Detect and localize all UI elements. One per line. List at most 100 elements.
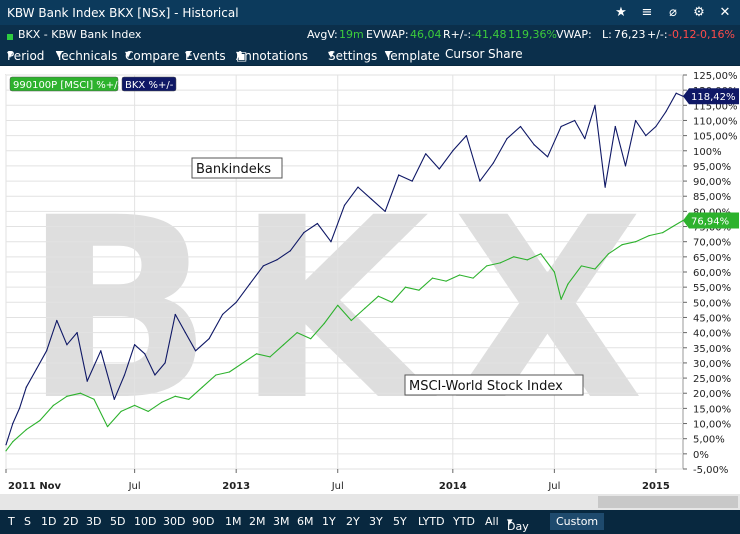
data-point (635, 119, 637, 122)
menu-share[interactable]: Share (488, 47, 523, 61)
period-button-5y[interactable]: 5Y (393, 515, 407, 528)
period-button-10d[interactable]: 10D (134, 515, 157, 528)
period-button-2y[interactable]: 2Y (346, 515, 360, 528)
data-point (262, 265, 264, 267)
data-point (567, 283, 569, 285)
menu-template[interactable]: Template ▾ (385, 47, 440, 63)
period-button-3y[interactable]: 3Y (369, 515, 383, 528)
menu-compare[interactable]: Compare ▾ (125, 47, 180, 63)
x-tick-label: Jul (331, 481, 344, 492)
unlink-icon[interactable]: ⌀ (669, 5, 677, 20)
chart-area[interactable]: BKX125,00%120,00%115,00%110,00%105,00%10… (0, 66, 740, 494)
period-button-2m[interactable]: 2M (249, 515, 266, 528)
close-icon[interactable]: ✕ (719, 5, 731, 20)
data-point (66, 344, 68, 346)
rpm-value: -41,48 (471, 28, 507, 41)
data-point (66, 395, 68, 397)
data-point (147, 410, 149, 413)
data-point (560, 298, 562, 300)
settings-icon[interactable]: ⚙ (693, 5, 705, 20)
star-icon[interactable]: ★ (615, 5, 627, 20)
menu-settings[interactable]: Settings ▾ (328, 47, 378, 63)
interval-dropdown[interactable]: Day ▾ (507, 515, 529, 533)
data-point (479, 180, 481, 182)
menu-cursor[interactable]: Cursor (445, 47, 485, 61)
data-point (106, 425, 109, 428)
period-button-2d[interactable]: 2D (63, 515, 79, 528)
y-tick-label: 55,00% (693, 283, 731, 294)
data-point (645, 135, 647, 137)
period-button-6m[interactable]: 6M (297, 515, 314, 528)
time-scrollbar[interactable] (0, 494, 740, 510)
period-button-90d[interactable]: 90D (192, 515, 215, 528)
data-point (438, 168, 440, 170)
period-button-5d[interactable]: 5D (110, 515, 126, 528)
annotation-box[interactable] (191, 157, 283, 179)
data-point (384, 210, 386, 212)
annotations-icon: ▣ (236, 49, 248, 63)
data-point (174, 395, 176, 397)
data-point (404, 286, 407, 288)
data-point (452, 150, 454, 152)
y-tick-label: 15,00% (693, 404, 731, 415)
y-tick-label: 105,00% (693, 132, 738, 143)
data-point (445, 280, 447, 282)
quote-bar: BKX - KBW Bank Index AvgV: 19m EVWAP: 46… (0, 25, 740, 45)
custom-button[interactable]: Custom (550, 513, 605, 530)
period-button-1y[interactable]: 1Y (322, 515, 336, 528)
period-button-3d[interactable]: 3D (86, 515, 102, 528)
data-point (303, 232, 305, 234)
data-point (154, 374, 156, 376)
period-button-30d[interactable]: 30D (163, 515, 186, 528)
menu-annotations[interactable]: ▣ Annotations ▾ (236, 47, 309, 63)
period-button-lytd[interactable]: LYTD (418, 515, 445, 528)
data-point (184, 332, 187, 334)
menu-period[interactable]: Period ▾ (7, 47, 45, 63)
y-tick-label: 10,00% (693, 420, 731, 431)
data-point (492, 162, 495, 164)
data-point (614, 125, 616, 128)
period-button-all[interactable]: All (485, 515, 499, 528)
last-value: 76,23 (614, 28, 646, 41)
legend-item-bkx[interactable] (121, 76, 177, 92)
data-point (584, 138, 586, 140)
period-button-t[interactable]: T (8, 515, 15, 528)
data-point (79, 392, 82, 394)
last-value-label: 76,94% (691, 216, 729, 227)
data-point (648, 235, 650, 237)
list-icon[interactable]: ≡ (641, 5, 653, 20)
y-tick-label: 45,00% (693, 313, 731, 324)
data-point (411, 180, 413, 182)
menu-technicals[interactable]: Technicals ▾ (56, 47, 118, 63)
period-button-ytd[interactable]: YTD (453, 515, 475, 528)
data-point (364, 307, 366, 309)
chart-svg[interactable]: BKX125,00%120,00%115,00%110,00%105,00%10… (0, 66, 740, 494)
scrollbar-thumb[interactable] (598, 496, 738, 508)
data-point (675, 92, 677, 94)
pm-value: -0,12 (668, 28, 697, 41)
period-button-1m[interactable]: 1M (225, 515, 242, 528)
data-point (655, 125, 657, 128)
y-tick-label: 115,00% (693, 101, 738, 112)
period-button-1d[interactable]: 1D (41, 515, 57, 528)
data-point (134, 404, 136, 406)
data-point (242, 362, 244, 364)
annotation-box[interactable] (404, 374, 584, 396)
data-point (296, 332, 298, 334)
data-point (56, 319, 58, 322)
data-point (337, 304, 339, 306)
data-point (123, 374, 126, 376)
data-point (533, 144, 535, 146)
data-point (431, 277, 434, 279)
data-point (5, 450, 7, 452)
data-point (12, 422, 14, 425)
window-title: KBW Bank Index BKX [NSx] - Historical (7, 6, 239, 20)
data-point (188, 398, 190, 400)
menu-events[interactable]: Events ▾ (185, 47, 226, 63)
last-value-label: 118,42% (691, 92, 736, 103)
x-tick-label: 2011 Nov (8, 481, 62, 492)
period-button-3m[interactable]: 3M (273, 515, 290, 528)
period-button-s[interactable]: S (24, 515, 31, 528)
legend-item-msci[interactable] (9, 76, 119, 92)
pm-pct: -0,16% (696, 28, 735, 41)
